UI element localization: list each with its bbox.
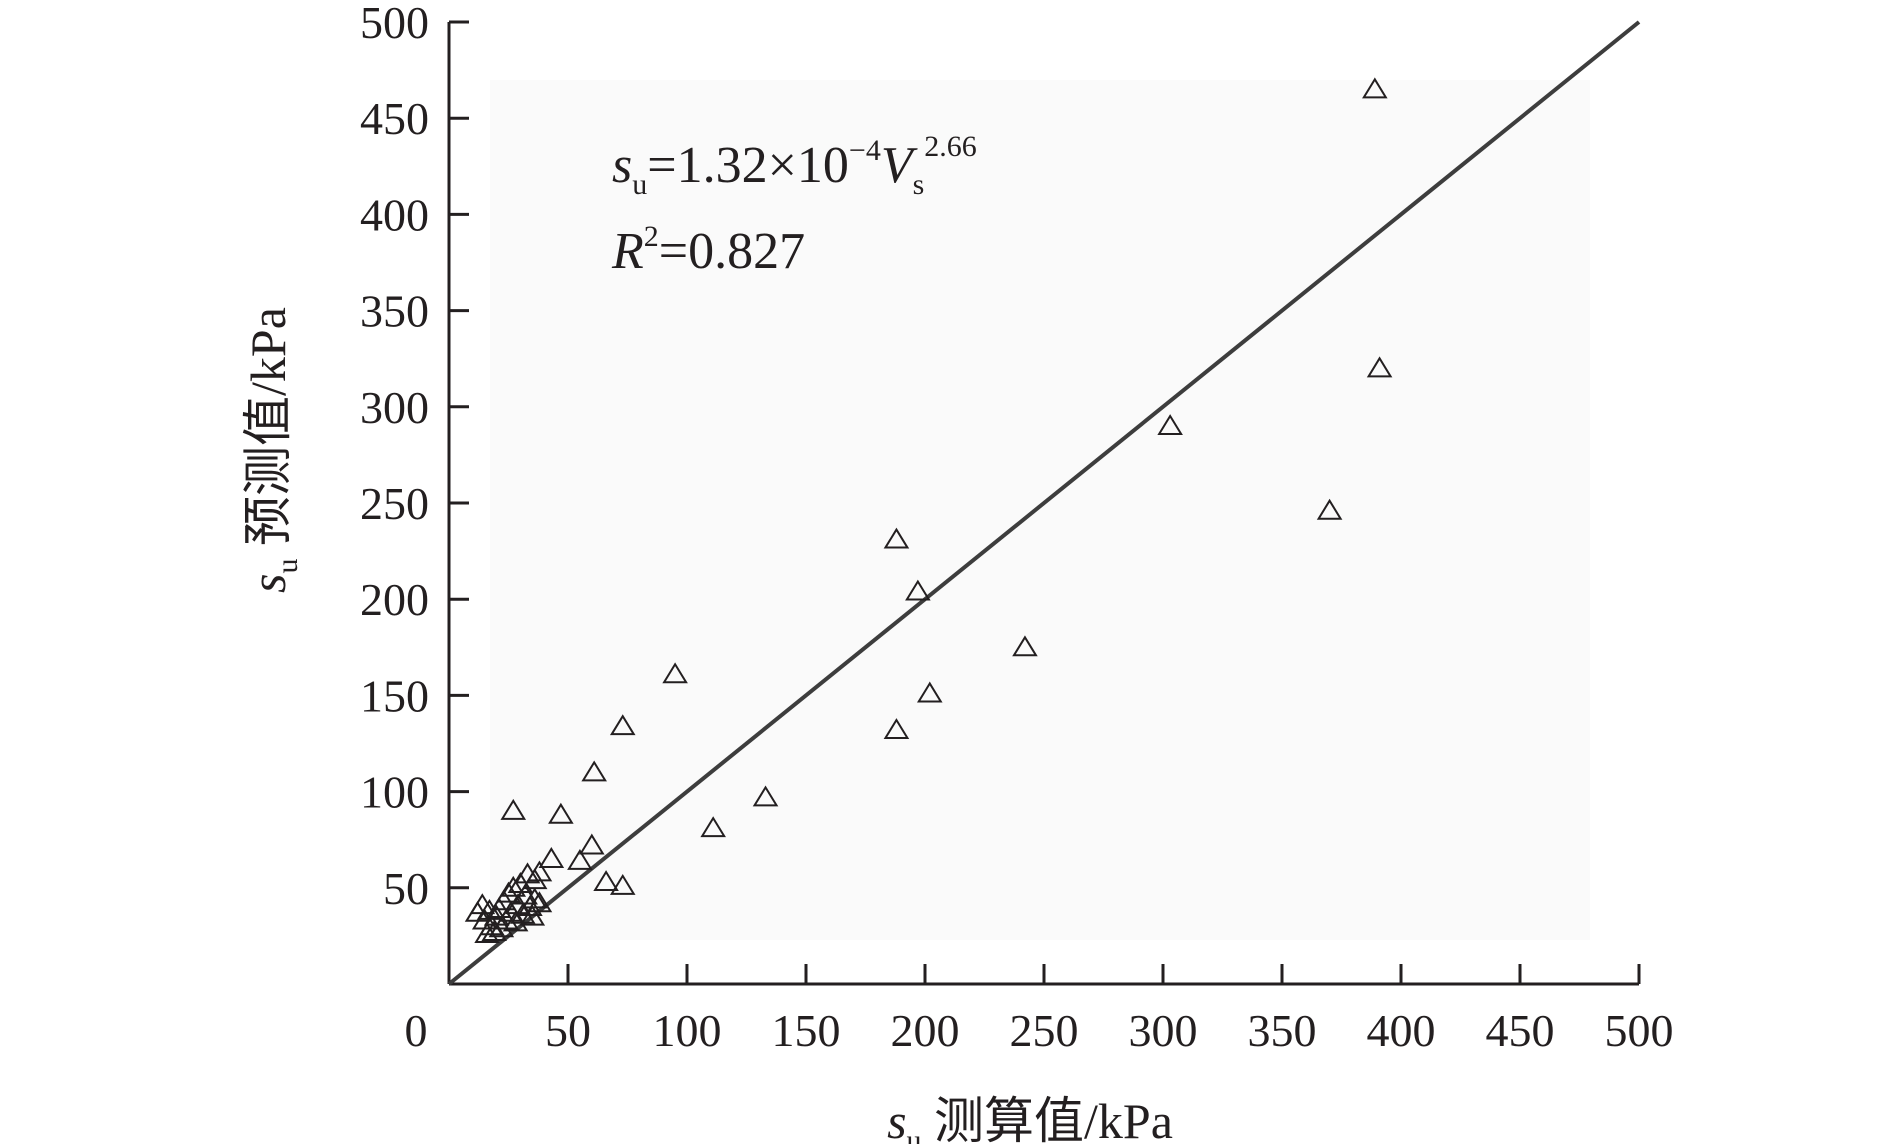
data-point	[500, 875, 527, 897]
x-tick-label: 100	[653, 1005, 722, 1056]
x-tick-label: 450	[1486, 1005, 1555, 1056]
x-tick-labels: 0 50 100 150 200 250 300 350 400 450 500	[405, 1005, 1674, 1056]
x-axis-title: su 测算值/kPa	[887, 1093, 1173, 1144]
data-point	[609, 873, 636, 895]
data-point	[916, 681, 943, 703]
y-tick-label: 500	[360, 0, 429, 48]
axes	[447, 20, 1641, 986]
data-point	[526, 891, 553, 913]
x-tick-label: 400	[1367, 1005, 1436, 1056]
data-point	[500, 798, 527, 820]
data-point	[474, 922, 500, 943]
x-tick-label: 0	[405, 1005, 428, 1056]
r-squared-annotation: R2=0.827	[611, 220, 805, 280]
y-tick-label: 350	[360, 286, 429, 337]
reference-line	[447, 20, 1641, 986]
equation-annotation: su=1.32×10−4Vs2.66	[612, 130, 977, 201]
plot-background	[490, 80, 1590, 940]
data-point	[593, 870, 619, 892]
data-point	[502, 910, 529, 932]
x-tick-label: 300	[1129, 1005, 1198, 1056]
data-point	[662, 662, 688, 684]
data-point	[1157, 414, 1183, 436]
y-tick-label: 150	[360, 670, 429, 721]
data-point	[1362, 77, 1388, 99]
y-tick-labels: 50 100 150 200 250 300 350 400 450 500	[360, 0, 429, 914]
data-point	[905, 579, 931, 601]
data-point	[1012, 635, 1038, 657]
data-point	[700, 816, 726, 838]
y-tick-label: 50	[383, 863, 429, 914]
y-tick-label: 300	[360, 382, 429, 433]
data-point	[481, 920, 508, 942]
data-point	[609, 714, 636, 736]
data-point	[883, 527, 910, 549]
data-point	[1316, 498, 1343, 520]
x-tick-label: 200	[891, 1005, 960, 1056]
x-tick-label: 150	[772, 1005, 841, 1056]
plot-area	[490, 80, 1590, 940]
data-point	[581, 760, 607, 782]
data-point	[488, 916, 515, 938]
y-tick-label: 450	[360, 93, 429, 144]
reference-line-group	[447, 20, 1641, 986]
data-point	[883, 718, 910, 740]
data-point	[538, 847, 565, 868]
y-tick-label: 100	[360, 767, 429, 818]
data-points	[464, 77, 1393, 943]
y-axis-title: su 预测值/kPa	[240, 307, 304, 593]
x-tick-label: 250	[1010, 1005, 1079, 1056]
x-tick-label: 500	[1605, 1005, 1674, 1056]
data-point	[519, 904, 546, 926]
y-tick-label: 200	[360, 574, 429, 625]
data-point	[579, 833, 605, 855]
data-point	[548, 802, 574, 824]
data-point	[567, 848, 593, 870]
x-tick-label: 50	[545, 1005, 591, 1056]
y-tick-label: 400	[360, 189, 429, 240]
x-tick-label: 350	[1248, 1005, 1317, 1056]
data-point	[469, 893, 496, 915]
data-point	[1366, 356, 1393, 378]
y-tick-label: 250	[360, 478, 429, 529]
data-point	[752, 785, 779, 807]
